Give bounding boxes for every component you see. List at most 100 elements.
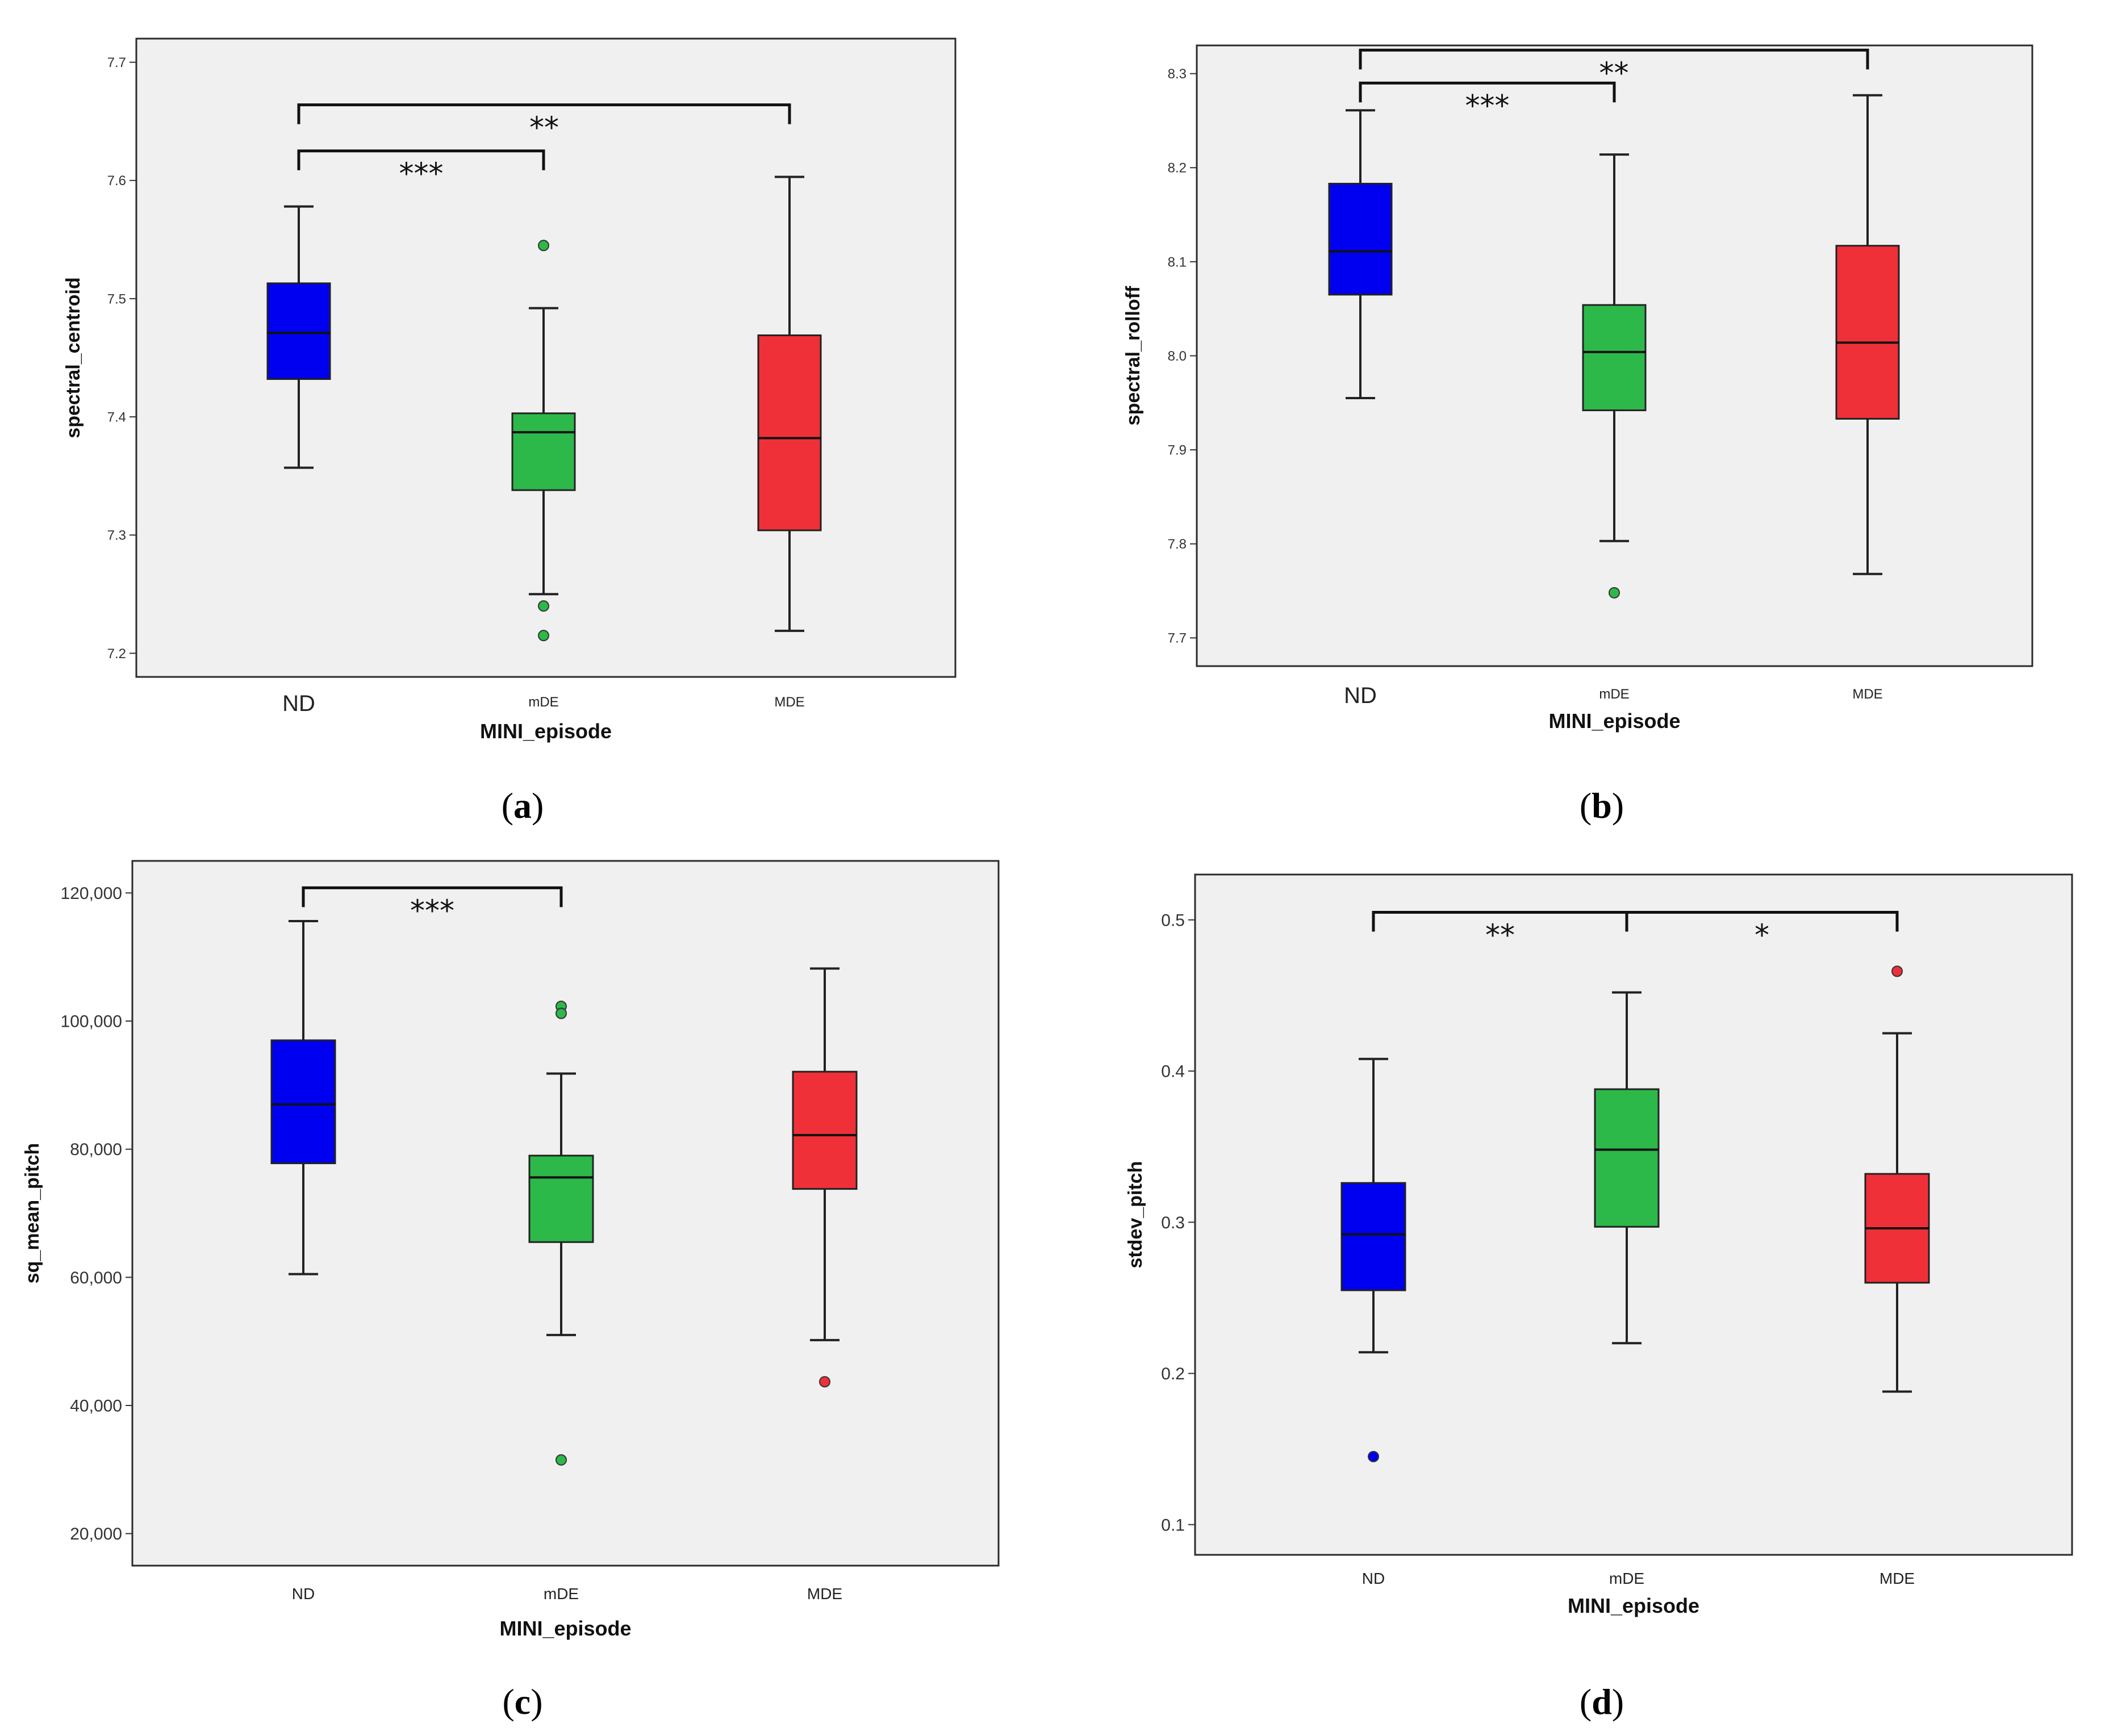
significance-stars: ** — [1485, 919, 1515, 953]
outlier-point — [819, 1376, 830, 1388]
category-label-MDE: MDE — [774, 695, 804, 710]
y-tick-label: 8.1 — [1168, 254, 1187, 270]
caption-close-paren: ) — [531, 1681, 542, 1722]
y-tick-label: 0.1 — [1161, 1516, 1185, 1534]
x-axis-label: MINI_episode — [1548, 709, 1680, 733]
box-MDE — [792, 967, 858, 1388]
panel-caption: (b) — [1580, 785, 1624, 826]
x-axis-label: MINI_episode — [480, 720, 612, 743]
significance-stars: *** — [1465, 89, 1510, 123]
y-tick-label: 8.0 — [1168, 349, 1187, 364]
y-axis-label: spectral_centroid — [62, 277, 84, 438]
panel-b: 7.7 7.8 7.9 8.0 8.1 8.2 8.3 spectral_rolloff MIN… — [1122, 44, 2033, 826]
y-tick-label: 0.4 — [1161, 1062, 1185, 1081]
panel-a: 7.2 7.3 7.4 7.5 7.6 7.7 spectral_centroid MINI_… — [62, 37, 957, 826]
significance-stars: ** — [529, 111, 559, 145]
significance-stars: *** — [399, 157, 444, 191]
box-ND — [1328, 109, 1393, 400]
category-label-ND: ND — [1362, 1570, 1385, 1587]
y-tick-label: 7.2 — [107, 646, 126, 662]
outlier-point — [1609, 587, 1620, 599]
box-MDE — [757, 175, 822, 632]
y-tick-label: 7.5 — [107, 291, 126, 307]
box-mDE — [1582, 153, 1647, 599]
outlier-point — [538, 600, 549, 612]
y-tick-label: 60,000 — [70, 1269, 122, 1287]
significance-stars: ** — [1599, 56, 1629, 90]
significance-bracket — [1625, 911, 1899, 932]
y-tick-label: 7.7 — [107, 55, 126, 70]
y-tick-label: 7.6 — [107, 173, 126, 189]
significance-stars: * — [1755, 919, 1769, 953]
box-ND — [1340, 1057, 1406, 1462]
iqr-box — [1835, 245, 1900, 420]
y-tick-label: 7.9 — [1168, 443, 1187, 458]
iqr-box — [1594, 1088, 1660, 1228]
panel-c: 20,000 40,000 60,000 80,000 100,000 120,000 sq… — [22, 860, 1000, 1722]
outlier-point — [538, 630, 549, 642]
significance-stars: *** — [410, 894, 454, 928]
box-mDE — [1594, 991, 1660, 1345]
y-tick-label: 40,000 — [70, 1396, 122, 1415]
y-axis-label: stdev_pitch — [1125, 1161, 1146, 1269]
panel-caption: (c) — [502, 1681, 542, 1722]
caption-open-paren: ( — [1580, 785, 1592, 826]
outlier-point — [1368, 1450, 1379, 1462]
box-MDE — [1835, 94, 1900, 575]
significance-bracket — [297, 149, 545, 170]
caption-close-paren: ) — [1612, 1681, 1624, 1722]
y-tick-label: 20,000 — [70, 1525, 122, 1543]
y-tick-label: 7.4 — [107, 409, 126, 425]
category-label-ND: ND — [1344, 683, 1377, 708]
category-label-MDE: MDE — [1852, 687, 1882, 702]
iqr-box — [1340, 1182, 1406, 1291]
y-tick-label: 0.3 — [1161, 1214, 1185, 1232]
box-ND — [270, 920, 336, 1275]
x-axis-label: MINI_episode — [499, 1617, 631, 1640]
y-tick-label: 120,000 — [61, 884, 122, 903]
iqr-box — [757, 334, 822, 532]
iqr-box — [270, 1039, 336, 1165]
iqr-box — [1582, 304, 1647, 412]
box-ND — [266, 205, 331, 469]
caption-open-paren: ( — [502, 785, 513, 826]
y-tick-label: 0.2 — [1161, 1365, 1185, 1383]
outlier-point — [1891, 965, 1903, 977]
panel-d: 0.1 0.2 0.3 0.4 0.5 stdev_pitch MINI_episode ND… — [1125, 873, 2073, 1722]
category-label-mDE: mDE — [544, 1585, 579, 1603]
box-mDE — [511, 240, 576, 642]
y-tick-label: 8.2 — [1168, 161, 1187, 176]
y-axis-label: spectral_rolloff — [1122, 286, 1144, 425]
y-tick-label: 7.3 — [107, 528, 126, 543]
caption-close-paren: ) — [532, 785, 544, 826]
caption-open-paren: ( — [1580, 1681, 1592, 1722]
caption-letter: a — [513, 785, 532, 826]
significance-bracket — [1359, 81, 1616, 103]
caption-close-paren: ) — [1612, 785, 1624, 826]
caption-letter: c — [515, 1681, 531, 1722]
caption-open-paren: ( — [502, 1681, 514, 1722]
box-MDE — [1864, 965, 1930, 1393]
outlier-point — [538, 240, 549, 252]
iqr-box — [792, 1070, 858, 1190]
iqr-box — [511, 412, 576, 491]
significance-bracket — [302, 886, 563, 907]
caption-letter: b — [1592, 785, 1612, 826]
outlier-point — [556, 1007, 567, 1019]
y-tick-label: 7.8 — [1168, 537, 1187, 552]
category-label-MDE: MDE — [1880, 1570, 1915, 1587]
caption-letter: d — [1592, 1681, 1612, 1722]
y-tick-label: 100,000 — [61, 1013, 122, 1031]
panel-caption: (d) — [1580, 1681, 1624, 1722]
y-axis-label: sq_mean_pitch — [22, 1143, 43, 1284]
iqr-box — [266, 282, 331, 380]
significance-bracket — [1359, 48, 1869, 70]
category-label-ND: ND — [282, 691, 315, 716]
y-tick-label: 80,000 — [70, 1140, 122, 1159]
significance-bracket — [297, 103, 791, 124]
x-axis-label: MINI_episode — [1568, 1594, 1699, 1617]
category-label-mDE: mDE — [1609, 1570, 1644, 1587]
category-label-mDE: mDE — [1599, 687, 1629, 702]
panel-caption: (a) — [502, 785, 544, 826]
